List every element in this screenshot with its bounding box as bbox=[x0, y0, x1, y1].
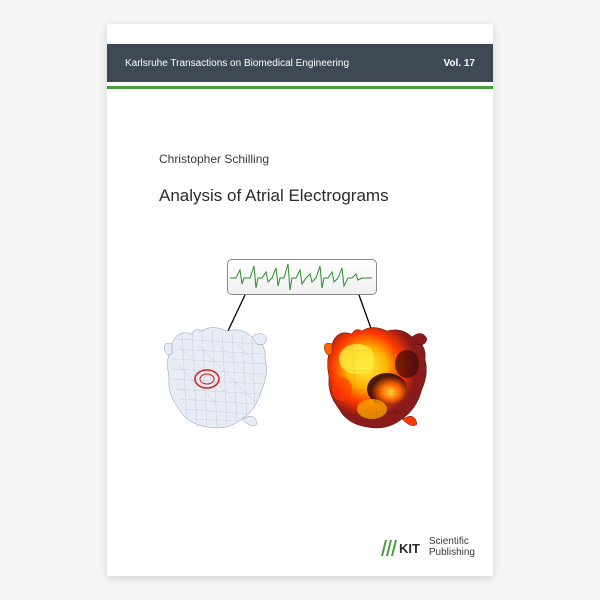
figure-area bbox=[157, 259, 447, 439]
author-name: Christopher Schilling bbox=[159, 152, 269, 166]
kit-brand-text: KIT bbox=[399, 541, 420, 556]
header-band: Karlsruhe Transactions on Biomedical Eng… bbox=[107, 44, 493, 82]
publisher-name: Scientific Publishing bbox=[429, 536, 475, 558]
atrium-mesh-model bbox=[157, 319, 287, 439]
accent-line bbox=[107, 86, 493, 89]
book-title: Analysis of Atrial Electrograms bbox=[159, 186, 389, 206]
publisher-block: KIT Scientific Publishing bbox=[379, 536, 475, 558]
book-cover: Karlsruhe Transactions on Biomedical Eng… bbox=[107, 24, 493, 576]
atrium-heatmap-model bbox=[317, 319, 447, 439]
volume-label: Vol. 17 bbox=[444, 58, 476, 69]
series-title: Karlsruhe Transactions on Biomedical Eng… bbox=[125, 58, 349, 69]
electrogram-signal-box bbox=[227, 259, 377, 295]
kit-logo-icon: KIT bbox=[379, 536, 423, 558]
electrogram-waveform bbox=[228, 260, 378, 296]
